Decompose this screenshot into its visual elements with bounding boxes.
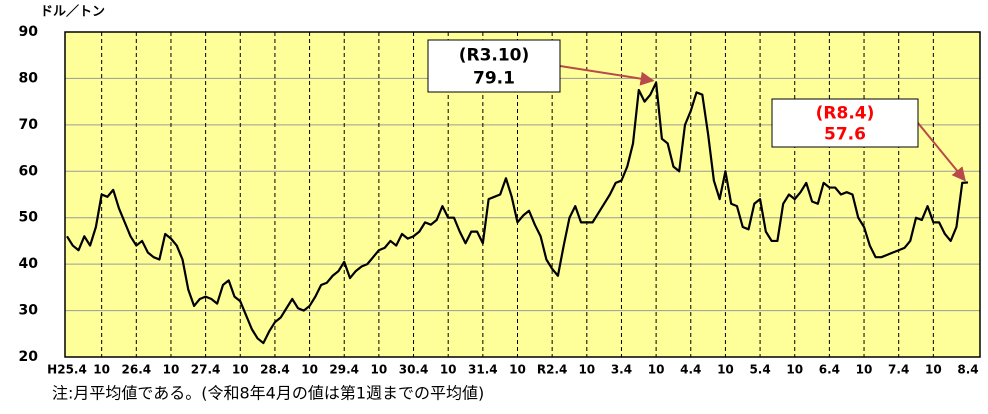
y-tick-label: 90: [19, 24, 39, 40]
x-tick-label: 10: [301, 363, 318, 377]
x-tick-label: 3.4: [611, 363, 632, 377]
x-tick-label: 8.4: [957, 363, 978, 377]
note: 注:月平均値である。(令和8年4月の値は第1週までの平均値): [52, 384, 484, 403]
x-tick-label: 10: [925, 363, 942, 377]
annotation-value: 79.1: [473, 68, 515, 88]
x-tick-label: 27.4: [191, 363, 221, 377]
x-tick-label: 30.4: [399, 363, 429, 377]
x-tick-label: 10: [578, 363, 595, 377]
y-tick-label: 20: [19, 349, 39, 365]
x-tick-label: 10: [93, 363, 110, 377]
y-tick-label: 70: [19, 117, 39, 133]
y-tick-label: 50: [19, 210, 39, 226]
annotation-label: (R8.4): [816, 103, 875, 123]
x-tick-label: 26.4: [122, 363, 152, 377]
x-tick-label: 10: [440, 363, 457, 377]
y-tick-label: 60: [19, 163, 39, 179]
y-tick-label: 30: [19, 303, 39, 319]
y-axis-label: ドル／トン: [40, 4, 105, 20]
x-tick-label: 10: [509, 363, 526, 377]
annotation-arrow: [917, 122, 966, 182]
x-tick-label: 29.4: [329, 363, 359, 377]
x-tick-label: R2.4: [537, 363, 568, 377]
x-tick-label: 10: [856, 363, 873, 377]
x-tick-label: 4.4: [680, 363, 701, 377]
x-tick-label: 10: [371, 363, 388, 377]
annotation-box: [771, 98, 919, 148]
y-tick-label: 80: [19, 70, 39, 86]
plot-border: [64, 31, 981, 358]
x-tick-label: 10: [648, 363, 665, 377]
y-tick-label: 40: [19, 256, 39, 272]
x-tick-label: 10: [163, 363, 180, 377]
x-tick-label: 10: [232, 363, 249, 377]
x-tick-label: 5.4: [749, 363, 770, 377]
x-tick-label: 10: [717, 363, 734, 377]
x-tick-label: 10: [786, 363, 803, 377]
annotation-arrow: [559, 65, 655, 86]
x-tick-label: H25.4: [47, 363, 87, 377]
x-tick-label: 28.4: [260, 363, 290, 377]
x-tick-label: 7.4: [888, 363, 909, 377]
x-tick-label: 6.4: [819, 363, 840, 377]
x-tick-label: 31.4: [468, 363, 498, 377]
annotation-box: [427, 39, 561, 93]
annotation-value: 57.6: [824, 125, 866, 145]
data-line: [66, 81, 969, 345]
annotation-label: (R3.10): [459, 46, 530, 66]
